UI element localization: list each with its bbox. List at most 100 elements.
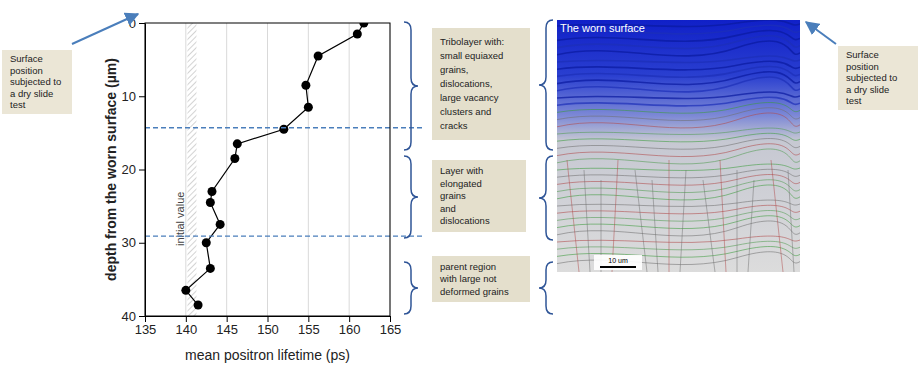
tick-label: 145 xyxy=(216,322,238,337)
tick-label: 150 xyxy=(257,322,279,337)
grid-line xyxy=(267,23,268,316)
grain-boundary xyxy=(557,221,800,236)
annotation-text: parent regionwith large notdeformed grai… xyxy=(439,261,509,297)
annotation-line: and xyxy=(440,203,456,214)
data-point xyxy=(279,125,288,134)
grain-boundary xyxy=(557,108,800,121)
annotation-line: grains xyxy=(440,190,466,201)
annotation-box xyxy=(838,46,918,110)
tick-mark xyxy=(308,316,309,322)
grain-boundary xyxy=(557,133,800,142)
tick-mark xyxy=(139,316,145,317)
tick-mark xyxy=(145,316,146,322)
tick: 145 xyxy=(216,316,238,337)
grain-boundary xyxy=(557,36,800,49)
micrograph-image xyxy=(557,20,800,272)
tick-label: 160 xyxy=(339,322,361,337)
annotation-text: Tribolayer with:small equiaxedgrains,dis… xyxy=(440,36,504,131)
grain-boundary xyxy=(652,180,658,272)
band xyxy=(187,23,196,316)
tick: 150 xyxy=(257,316,279,337)
arrow xyxy=(806,22,836,44)
data-point xyxy=(194,301,203,310)
tick-mark xyxy=(139,96,145,97)
scale-bar-bg xyxy=(594,255,642,270)
grid xyxy=(145,23,390,316)
annotation: Layer withelongatedgrainsanddislocations xyxy=(432,160,526,232)
series-line xyxy=(186,23,364,305)
annotation: Tribolayer with:small equiaxedgrains,dis… xyxy=(432,28,530,140)
grain-boundary xyxy=(557,41,800,56)
grain-boundary xyxy=(557,77,800,92)
brace xyxy=(404,262,418,314)
data-point xyxy=(353,29,362,38)
tick: 30 xyxy=(122,235,145,250)
tick: 40 xyxy=(122,309,145,324)
data-point xyxy=(207,187,216,196)
band-label: initial value xyxy=(174,192,186,246)
tick-label: 40 xyxy=(122,309,136,324)
annotation-text: Layer withelongatedgrainsanddislocations xyxy=(440,165,490,226)
tick: 135 xyxy=(135,316,157,337)
data-point xyxy=(216,220,225,229)
data-point xyxy=(230,154,239,163)
annotation: Surfacepositionsubjected toa dry slidete… xyxy=(838,46,918,110)
tick-mark xyxy=(139,23,145,24)
annotation-line: cracks xyxy=(440,120,468,131)
data-point xyxy=(206,264,215,273)
tick-label: 10 xyxy=(122,89,136,104)
grain-boundary xyxy=(557,72,800,85)
annotation: parent regionwith large notdeformed grai… xyxy=(432,256,530,302)
layer-boundary xyxy=(145,127,422,128)
tick: 10 xyxy=(122,89,145,104)
grid-line xyxy=(308,23,309,316)
grain-boundary xyxy=(771,160,783,272)
data-point xyxy=(206,198,215,207)
grain-boundary xyxy=(669,160,670,272)
tick-mark xyxy=(186,316,187,322)
annotation-line: a dry slide xyxy=(846,84,889,95)
grain-boundary xyxy=(557,61,800,70)
y-axis: 010203040 xyxy=(122,16,146,324)
annotation-line: subjected to xyxy=(846,72,897,83)
tick: 165 xyxy=(380,316,402,337)
x-axis: 135 140 145 150 155 160 165 xyxy=(135,316,402,337)
annotation-box xyxy=(432,256,530,302)
annotation-box xyxy=(2,50,72,114)
annotation-line: elongated xyxy=(440,178,482,189)
annotation-line: small equiaxed xyxy=(440,50,503,61)
tick: 140 xyxy=(175,316,197,337)
micrograph-title: The worn surface xyxy=(560,22,645,34)
annotation-line: deformed grains xyxy=(440,286,509,297)
x-axis-title: mean positron lifetime (ps) xyxy=(185,347,350,363)
annotation-text: Surfacepositionsubjected toa dry slidete… xyxy=(10,53,61,110)
tick-label: 165 xyxy=(380,322,402,337)
tick-label: 155 xyxy=(298,322,320,337)
annotation-line: Tribolayer with: xyxy=(440,36,504,47)
figure: initial value135140145150155160165010203… xyxy=(0,0,922,370)
data-point xyxy=(359,23,368,28)
data-point xyxy=(314,51,323,60)
micrograph xyxy=(557,20,800,272)
tick: 160 xyxy=(339,316,361,337)
data-point xyxy=(301,81,310,90)
brace xyxy=(539,156,553,240)
grain-boundary xyxy=(567,160,579,272)
grain-boundary xyxy=(557,169,800,178)
grain-boundary xyxy=(737,170,738,272)
grain-boundary xyxy=(557,144,800,157)
annotation-box xyxy=(432,160,526,232)
tick: 155 xyxy=(298,316,320,337)
annotation-line: dislocations, xyxy=(440,78,492,89)
tick-mark xyxy=(390,316,391,322)
grain-boundary xyxy=(557,216,800,229)
y-axis-title: depth from the worn surface (µm) xyxy=(103,58,119,281)
grain-boundary xyxy=(557,180,800,193)
annotation-line: dislocations xyxy=(440,215,490,226)
data-point xyxy=(233,139,242,148)
grain-boundary xyxy=(557,97,800,106)
annotation-line: Surface xyxy=(846,49,879,60)
axis-line xyxy=(145,24,146,317)
arrow xyxy=(72,14,138,44)
grain-boundary xyxy=(680,170,686,272)
